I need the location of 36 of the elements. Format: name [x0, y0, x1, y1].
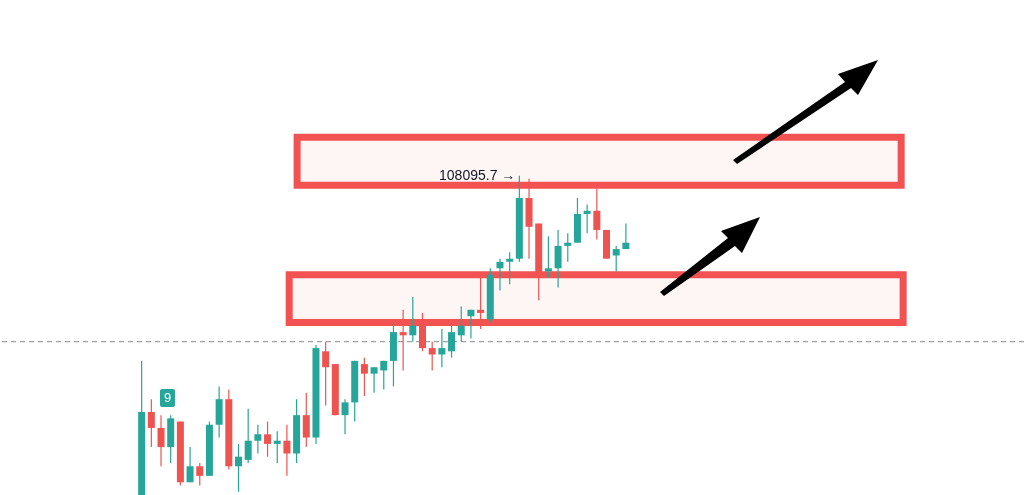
candlestick: [235, 443, 242, 493]
candlestick: [622, 222, 630, 250]
candlestick: [302, 392, 310, 448]
candlestick: [283, 424, 291, 477]
candlestick: [554, 229, 562, 289]
candlestick: [544, 235, 552, 279]
candlestick: [496, 258, 504, 292]
candlestick: [360, 357, 368, 397]
candlestick: [583, 203, 591, 234]
annotation: 108095.7 →: [439, 166, 516, 183]
candlestick: [428, 341, 436, 372]
candlestick: [564, 232, 572, 263]
candlestick: [273, 430, 281, 464]
candlestick: [399, 309, 407, 372]
candlestick: [448, 325, 456, 359]
candlestick: [186, 446, 194, 483]
candlestick: [467, 309, 475, 340]
candlestick: [457, 305, 465, 343]
annotation: 9: [160, 389, 176, 407]
candlestick: [244, 408, 252, 464]
candlestick: [612, 245, 620, 273]
candlestick: [147, 398, 155, 448]
candlestick: [438, 328, 446, 368]
candlestick: [419, 312, 426, 352]
candlestick: [341, 398, 349, 435]
candlestick: [254, 424, 262, 455]
candlestick: [409, 296, 417, 343]
candlestick: [264, 420, 272, 458]
candlestick: [506, 251, 514, 285]
candlestick: [380, 360, 388, 391]
candlestick: [322, 341, 330, 407]
candlestick: [370, 366, 378, 394]
candlestick: [593, 187, 601, 241]
candlestick: [157, 414, 165, 467]
candlestick: [196, 462, 204, 487]
candlestick: [477, 277, 485, 330]
